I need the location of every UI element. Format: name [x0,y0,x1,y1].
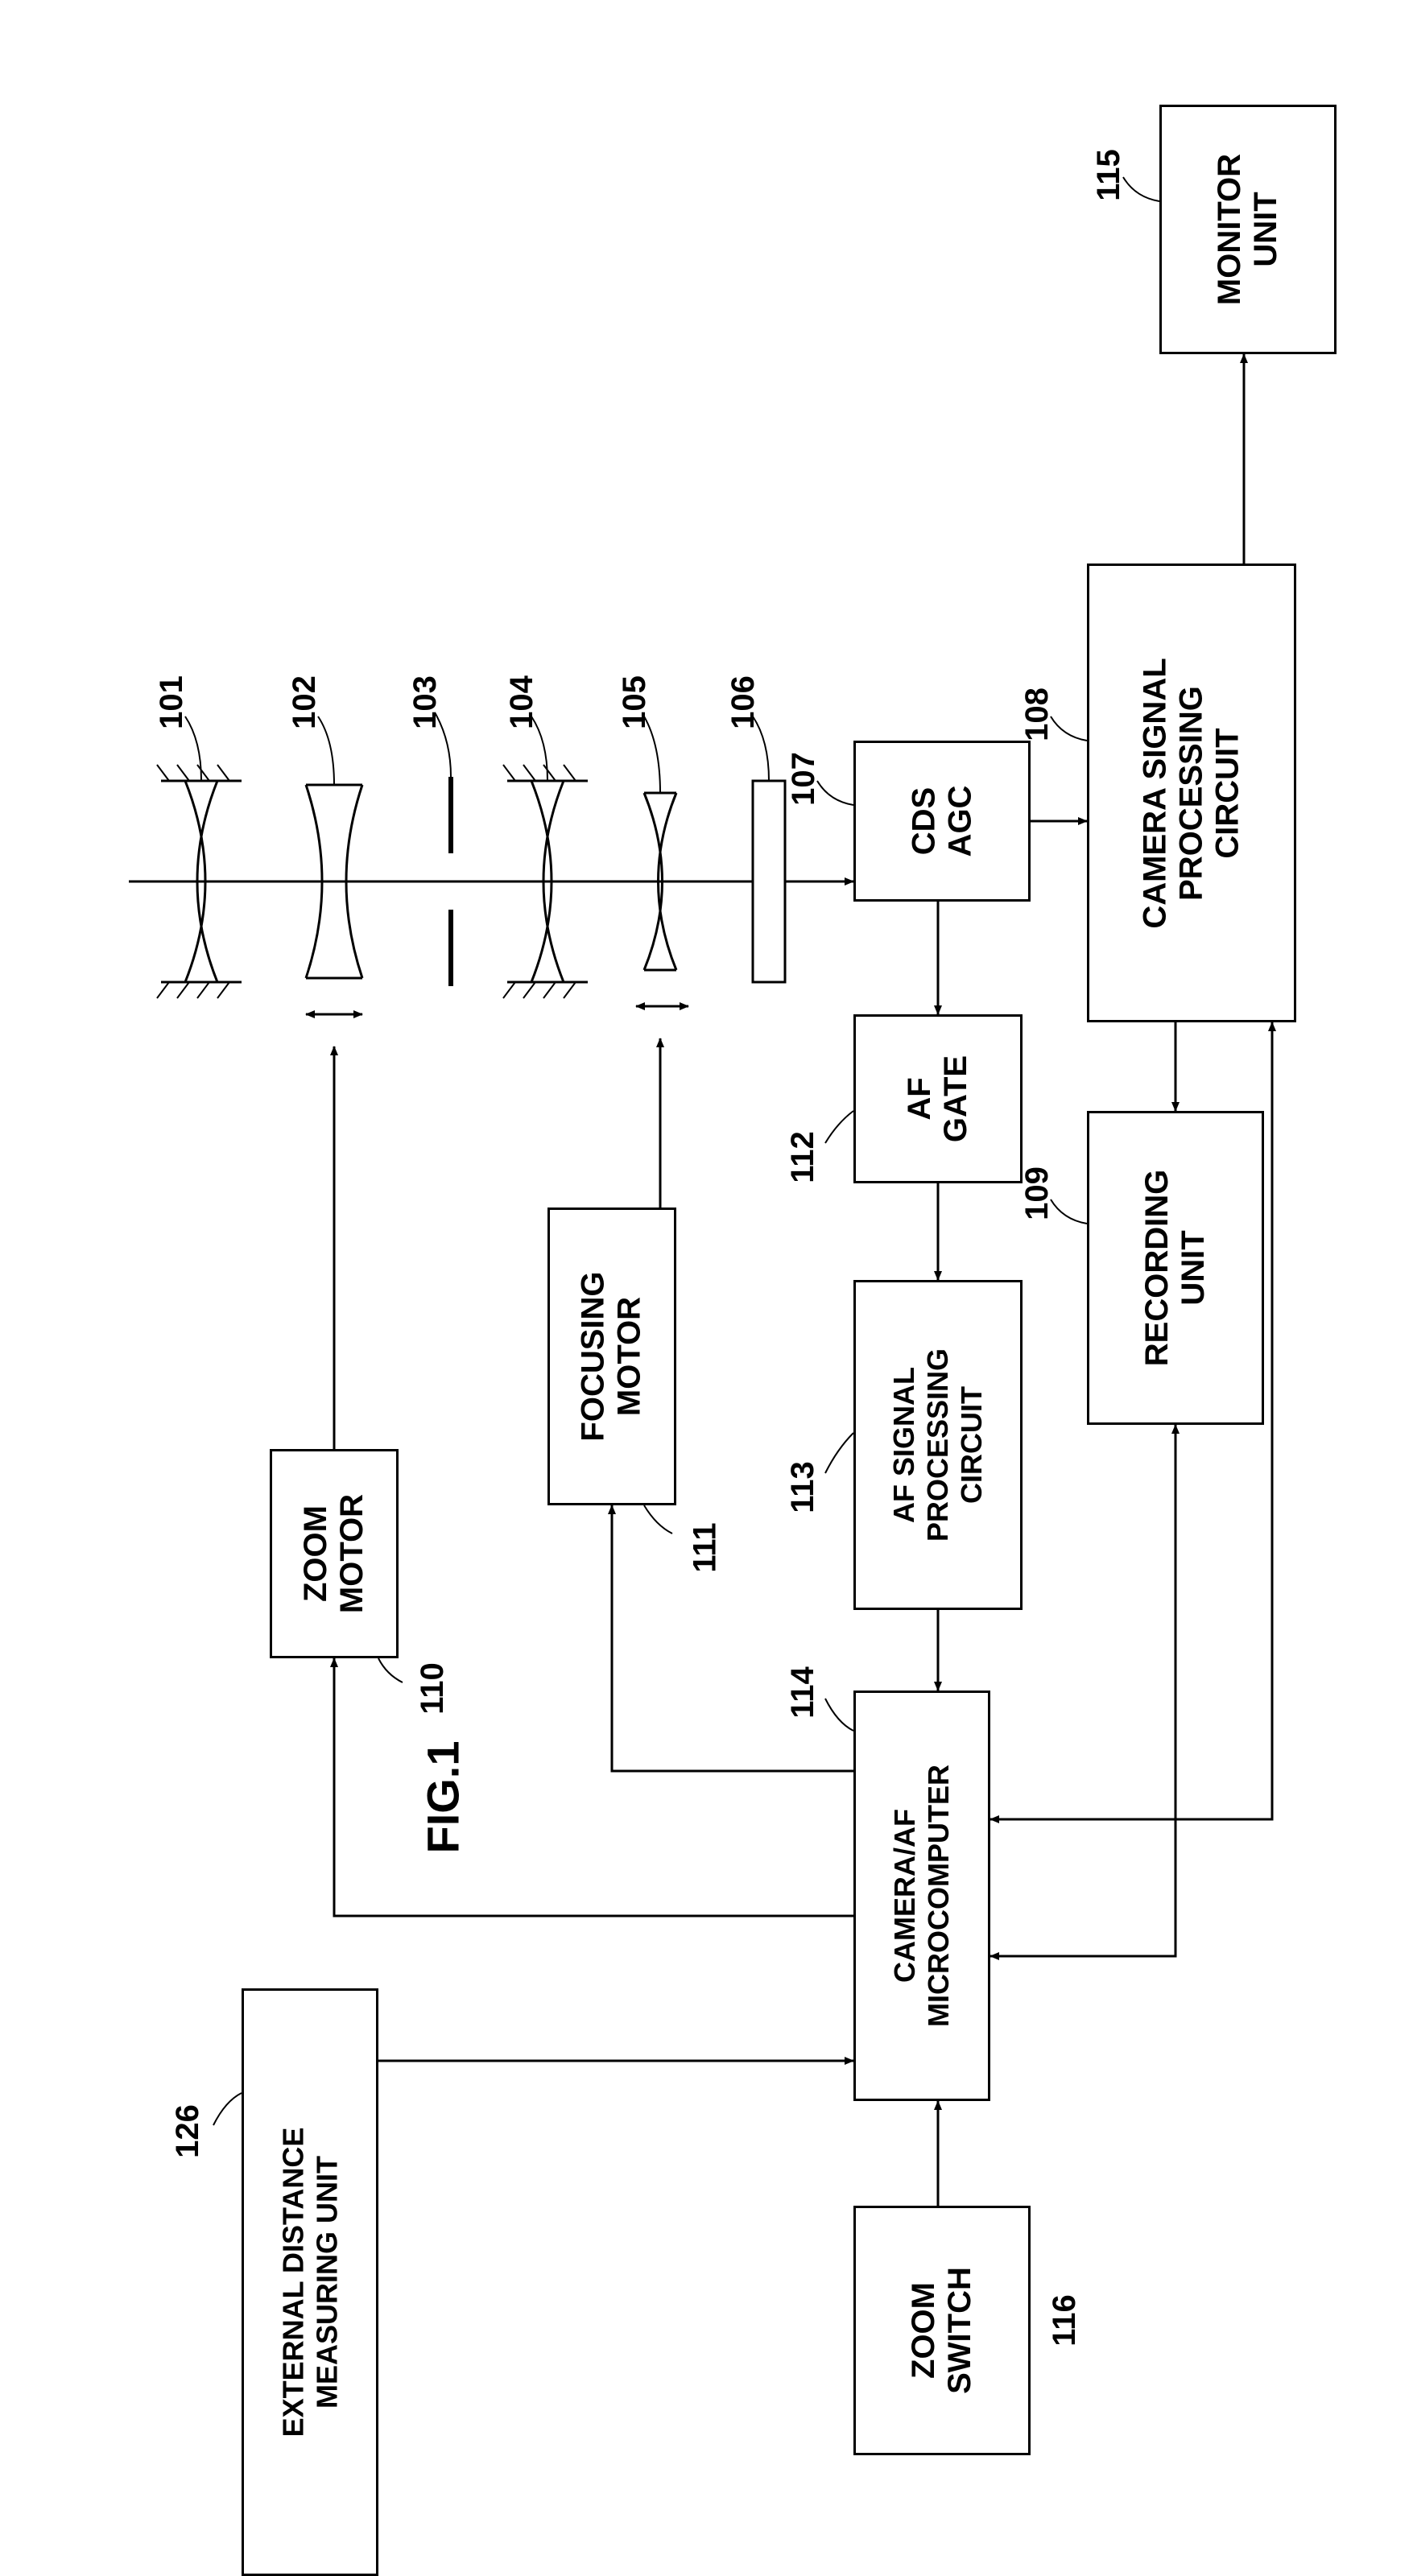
ref-104: 104 [504,675,540,729]
block-af-signal-label: AF SIGNALPROCESSINGCIRCUIT [887,1348,989,1542]
block-recording: RECORDINGUNIT [1087,1111,1264,1425]
sensor-106 [753,716,785,982]
ref-106: 106 [725,675,762,729]
block-focusing-motor: FOCUSINGMOTOR [547,1208,676,1505]
block-zoom-motor: ZOOMMOTOR [270,1449,399,1658]
block-ext-distance: EXTERNAL DISTANCEMEASURING UNIT [242,1988,378,2576]
lens-104 [503,716,588,998]
figure-label: FIG.1 [417,1740,469,1853]
block-camera-signal: CAMERA SIGNALPROCESSINGCIRCUIT [1087,564,1296,1022]
ref-113: 113 [785,1461,821,1513]
block-cds-agc-label: CDSAGC [906,786,978,857]
ref-105: 105 [617,675,653,729]
block-recording-label: RECORDINGUNIT [1139,1170,1212,1366]
ref-leader-110 [378,1658,403,1682]
block-af-gate: AFGATE [853,1014,1023,1183]
ref-leader-108 [1051,716,1087,741]
block-monitor-label: MONITORUNIT [1212,154,1284,305]
block-monitor: MONITORUNIT [1159,105,1337,354]
block-zoom-motor-label: ZOOMMOTOR [298,1494,370,1613]
ref-101: 101 [154,675,190,729]
ref-112: 112 [785,1131,821,1183]
ref-leader-107 [817,781,853,805]
ref-leader-112 [825,1111,853,1143]
block-zoom-switch-label: ZOOMSWITCH [906,2267,978,2394]
ref-111: 111 [688,1522,724,1572]
arrow-mcu-to-zoommotor [334,1658,853,1916]
diagram-page: ZOOMMOTOR FOCUSINGMOTOR CDSAGC AFGATE AF… [0,0,1413,2238]
arrow-mcu-to-focusmotor [612,1505,853,1771]
ref-leader-109 [1051,1199,1087,1224]
ref-110: 110 [415,1662,451,1715]
ref-115: 115 [1091,149,1127,201]
block-zoom-switch: ZOOMSWITCH [853,2206,1031,2455]
lens-102 [306,716,362,978]
ref-102: 102 [287,675,323,729]
block-cds-agc: CDSAGC [853,741,1031,902]
ref-leader-115 [1123,177,1159,201]
ref-126: 126 [170,2104,206,2158]
ref-leader-113 [825,1433,853,1473]
ref-109: 109 [1019,1166,1056,1220]
lens-105 [644,716,676,970]
ref-leader-126 [213,2093,242,2125]
block-ext-distance-label: EXTERNAL DISTANCEMEASURING UNIT [276,2128,344,2438]
aperture-103 [435,712,451,986]
lens-101 [157,716,242,998]
ref-103: 103 [407,675,444,729]
block-camera-signal-label: CAMERA SIGNALPROCESSINGCIRCUIT [1138,658,1246,928]
ref-leader-111 [644,1505,672,1534]
ref-leader-114 [825,1699,853,1731]
block-focusing-motor-label: FOCUSINGMOTOR [576,1271,648,1441]
ref-108: 108 [1019,687,1056,741]
ref-114: 114 [785,1666,821,1719]
ref-107: 107 [786,752,822,806]
block-camera-af: CAMERA/AFMICROCOMPUTER [853,1690,990,2101]
block-camera-af-label: CAMERA/AFMICROCOMPUTER [888,1765,956,2027]
block-af-signal: AF SIGNALPROCESSINGCIRCUIT [853,1280,1023,1610]
ref-116: 116 [1047,2294,1083,2347]
block-af-gate-label: AFGATE [902,1055,974,1142]
